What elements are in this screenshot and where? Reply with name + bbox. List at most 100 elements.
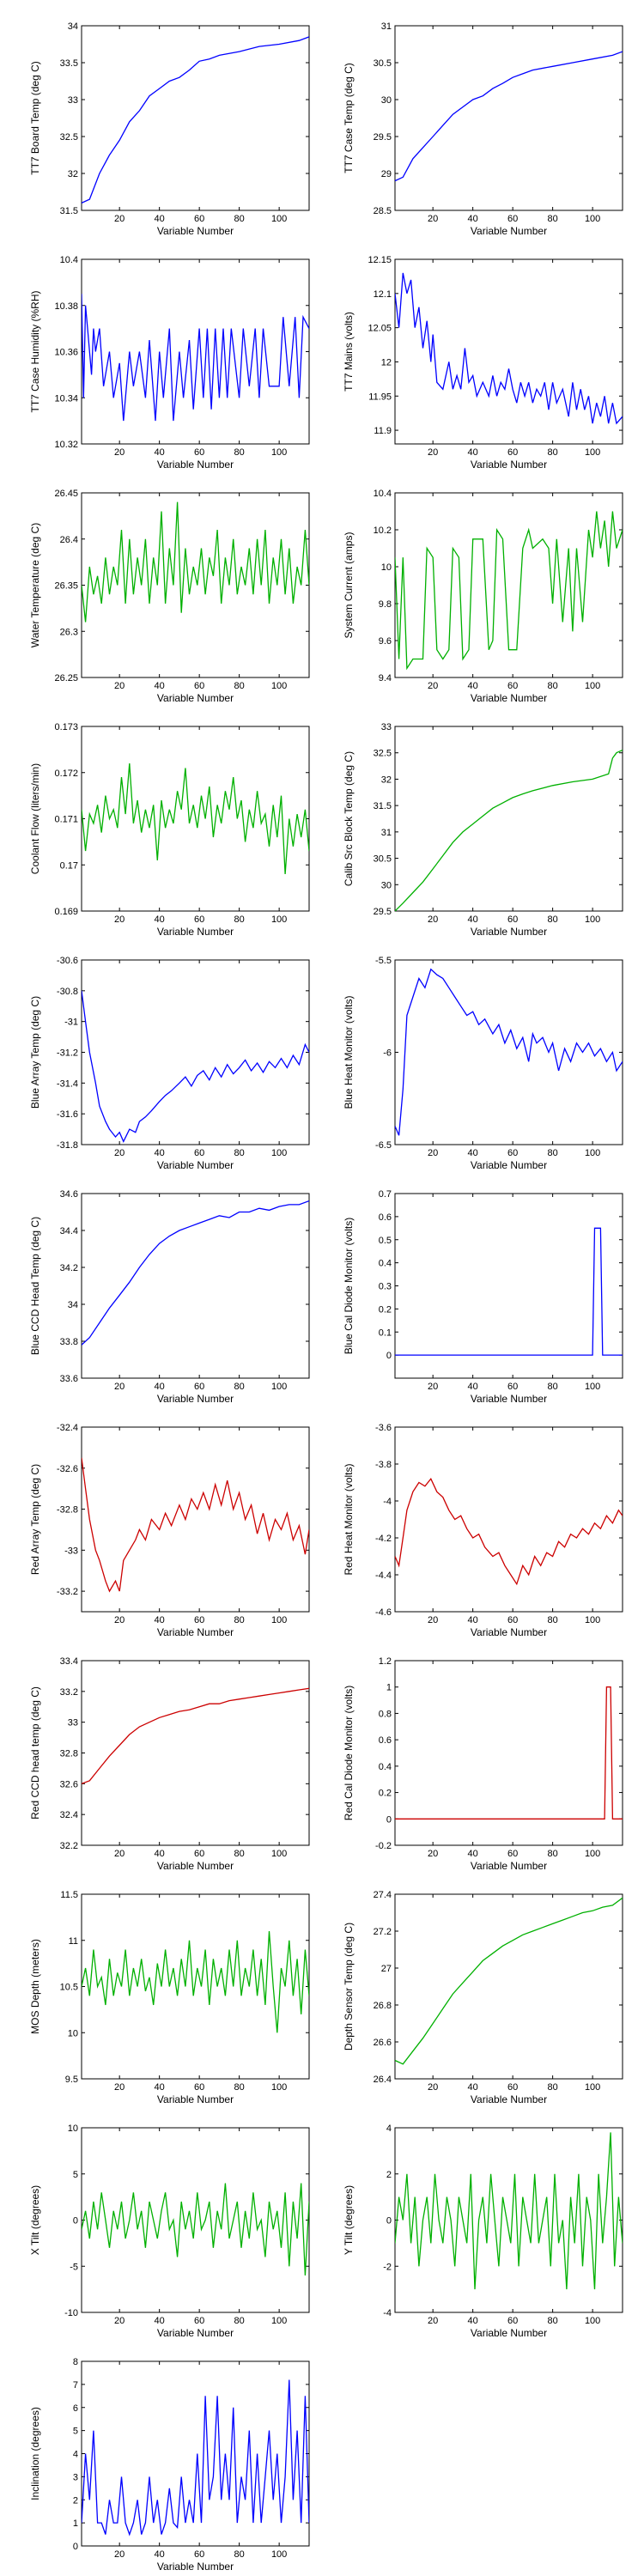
x-tick-label: 80	[548, 214, 558, 224]
y-tick-label: 27.2	[374, 1927, 392, 1937]
y-tick-label: 10	[68, 2028, 78, 2038]
y-tick-label: 11	[69, 1936, 78, 1947]
series-line	[82, 1200, 309, 1346]
y-tick-label: 0.6	[379, 1735, 392, 1746]
x-tick-label: 60	[194, 1148, 204, 1158]
plot-frame	[81, 1193, 310, 1379]
chart-panel: 20 40 60 80 100 9.4 9.6 9.8 10 10.2 10.4 Variable N…	[343, 489, 623, 704]
y-tick-label: 0.5	[379, 1236, 392, 1246]
x-tick-label: 40	[468, 214, 478, 224]
plot-frame	[81, 258, 310, 445]
x-tick-label: 80	[234, 2316, 245, 2326]
y-tick-label: 29.5	[374, 907, 392, 917]
y-tick-label: 9.8	[379, 599, 392, 610]
y-tick-label: 9.5	[65, 2075, 78, 2085]
y-tick-label: 33.5	[60, 58, 78, 69]
series-line	[395, 2132, 623, 2290]
plot-frame	[394, 258, 623, 445]
y-tick-label: 34.2	[60, 1263, 78, 1273]
series-line	[395, 968, 623, 1136]
y-tick-label: 2	[386, 2170, 392, 2180]
x-tick-label: 80	[548, 1382, 558, 1392]
plot-frame	[394, 1893, 623, 2080]
y-tick-label: -4.4	[375, 1571, 392, 1581]
y-tick-label: -31	[64, 1018, 78, 1028]
x-tick-label: 100	[585, 1615, 600, 1625]
y-tick-label: 10.2	[374, 526, 392, 536]
series-line	[82, 1457, 309, 1593]
y-tick-label: 0	[73, 2542, 78, 2552]
y-tick-label: 1.2	[379, 1656, 392, 1667]
x-tick-label: 40	[468, 2082, 478, 2093]
y-tick-label: -31.8	[57, 1140, 78, 1151]
x-tick-label: 60	[507, 1382, 518, 1392]
y-tick-label: -4	[383, 2308, 392, 2318]
x-tick-label: 40	[155, 914, 165, 925]
series-line	[395, 51, 623, 182]
series-line	[82, 762, 309, 875]
chart-panel: 20 40 60 80 100 0 1 2 3 4 5 6 7 8 Variable Number Incli…	[29, 2357, 310, 2573]
x-tick-label: 20	[428, 681, 438, 691]
series-line	[82, 1687, 309, 1784]
x-tick-label: 60	[194, 2316, 204, 2326]
x-tick-label: 60	[194, 1615, 204, 1625]
x-tick-label: 80	[234, 1849, 245, 1859]
y-tick-label: 3	[73, 2472, 78, 2482]
x-tick-label: 20	[114, 1615, 125, 1625]
plot-frame	[394, 959, 623, 1145]
y-axis-label: Water Temperature (deg C)	[29, 523, 41, 647]
y-tick-label: 12.1	[374, 289, 392, 300]
x-axis-label: Variable Number	[471, 225, 547, 237]
y-tick-label: 5	[73, 2427, 78, 2437]
y-axis-label: Y Tilt (degrees)	[343, 2185, 355, 2255]
plot-frame	[81, 25, 310, 211]
x-tick-label: 60	[507, 1615, 518, 1625]
y-tick-label: 0.172	[54, 769, 78, 779]
y-tick-label: 32.6	[60, 1779, 78, 1789]
y-tick-label: 6	[73, 2403, 78, 2414]
y-tick-label: 29	[381, 169, 392, 179]
x-axis-label: Variable Number	[471, 1860, 547, 1872]
chart-panel: 20 40 60 80 100 -0.2 0 0.2 0.4 0.6 0.8 1 1.2 Variable…	[343, 1656, 623, 1872]
y-tick-label: 27.4	[374, 1890, 392, 1900]
x-tick-label: 80	[548, 1148, 558, 1158]
y-tick-label: 7	[73, 2380, 78, 2391]
y-tick-label: 10	[381, 562, 392, 573]
y-tick-label: 26.3	[60, 627, 78, 637]
series-line	[82, 36, 309, 204]
series-line	[395, 511, 623, 671]
x-tick-label: 60	[194, 214, 204, 224]
y-tick-label: 30.5	[374, 854, 392, 865]
y-tick-label: -6	[383, 1048, 392, 1059]
plot-frame	[81, 1893, 310, 2080]
plot-frame	[394, 1426, 623, 1613]
x-tick-label: 80	[234, 1615, 245, 1625]
y-tick-label: -32.6	[57, 1464, 78, 1474]
x-tick-label: 60	[194, 1382, 204, 1392]
y-tick-label: -6.5	[375, 1140, 392, 1151]
x-tick-label: 100	[585, 214, 600, 224]
series-line	[82, 2183, 309, 2276]
y-tick-label: 0.4	[379, 1762, 392, 1772]
y-tick-label: -32.8	[57, 1505, 78, 1516]
chart-panel: 20 40 60 80 100 28.5 29 29.5 30 30.5 31 Variable Nu…	[343, 21, 623, 237]
plot-frame	[394, 492, 623, 678]
x-tick-label: 40	[155, 681, 165, 691]
x-tick-label: 40	[468, 1148, 478, 1158]
plot-frame	[81, 492, 310, 678]
chart-panel: 20 40 60 80 100 29.5 30 30.5 31 31.5 32 32.5 33 Varia…	[343, 722, 623, 938]
x-tick-label: 20	[114, 214, 125, 224]
y-tick-label: 34	[68, 1300, 78, 1310]
x-tick-label: 60	[194, 2549, 204, 2560]
chart-panel: 20 40 60 80 100 -31.8 -31.6 -31.4 -31.2 -31 -30.8 -…	[29, 956, 310, 1171]
x-tick-label: 40	[155, 1148, 165, 1158]
y-tick-label: 26.8	[374, 2001, 392, 2011]
y-tick-label: 32	[381, 775, 392, 785]
x-tick-label: 40	[155, 1849, 165, 1859]
x-tick-label: 80	[234, 447, 245, 458]
x-axis-label: Variable Number	[157, 225, 234, 237]
y-tick-label: -4.6	[375, 1607, 392, 1618]
x-axis-label: Variable Number	[471, 1626, 547, 1638]
x-tick-label: 60	[194, 447, 204, 458]
series-line	[395, 1686, 623, 1820]
